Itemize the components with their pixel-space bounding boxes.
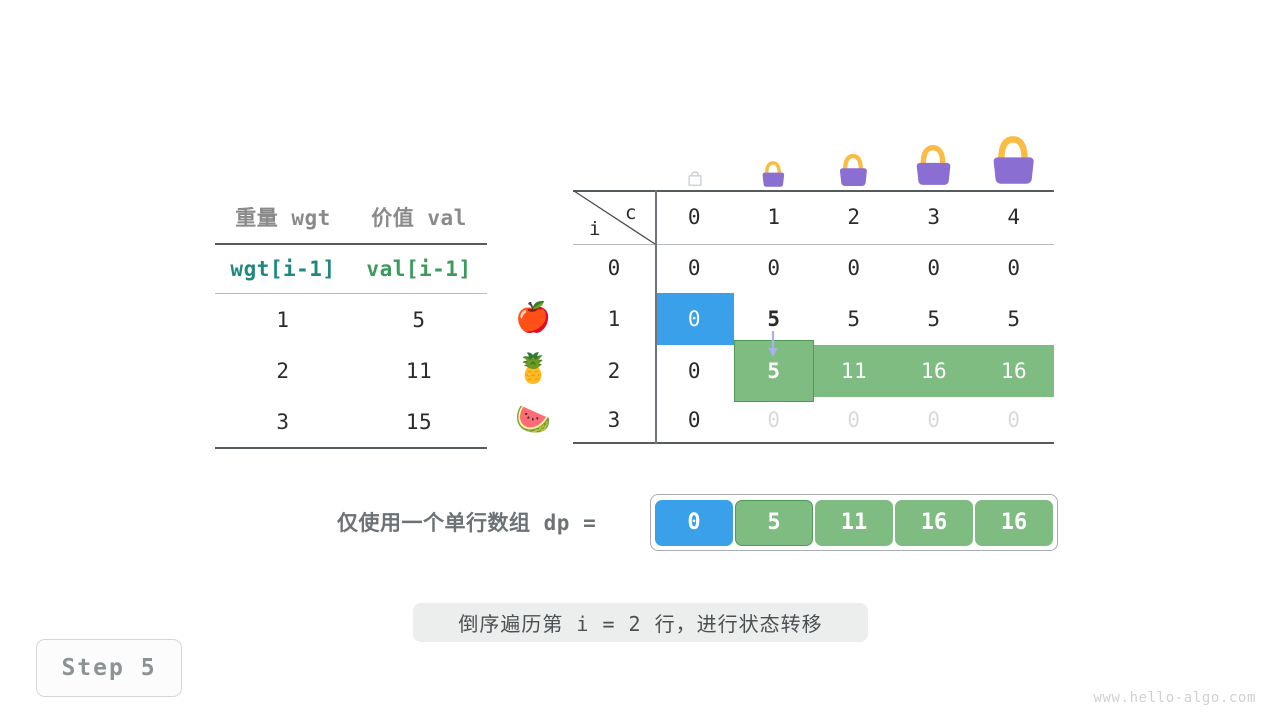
apple-icon: 🍎 xyxy=(514,300,552,334)
row-header-1: 1 xyxy=(607,307,621,331)
bag-icon-1 xyxy=(733,148,813,190)
subheader-val-expr: val[i-1] xyxy=(366,257,472,281)
cell-wgt-2: 2 xyxy=(276,358,290,383)
dp-array-cell-3: 16 xyxy=(895,499,973,546)
bag-icon-3 xyxy=(893,132,973,190)
col-header-3: 3 xyxy=(927,205,941,229)
dp-cell-1-3: 5 xyxy=(927,307,941,331)
dp-cell-2-1: 5 xyxy=(767,359,781,383)
left-table-header-row: 重量 wgt 价值 val xyxy=(215,190,487,243)
left-table-rule-mid xyxy=(215,293,487,295)
corner-diagonal-icon xyxy=(573,190,656,245)
dp-cell-2-4: 16 xyxy=(1000,359,1028,383)
step-caption: 倒序遍历第 i = 2 行，进行状态转移 xyxy=(413,603,868,642)
dp-cell-0-3: 0 xyxy=(927,255,941,280)
subheader-wgt-expr: wgt[i-1] xyxy=(230,257,336,281)
dp-array-label: 仅使用一个单行数组 dp = xyxy=(337,511,597,535)
table-row: 1 5 xyxy=(215,294,487,345)
corner-label-c: c xyxy=(625,202,637,224)
weight-value-table: 重量 wgt 价值 val wgt[i-1] val[i-1] 1 5 2 11… xyxy=(215,190,487,450)
dp-array-cell-4: 16 xyxy=(975,499,1053,546)
bag-icon-empty xyxy=(655,150,735,190)
col-header-1: 1 xyxy=(767,205,781,229)
cell-val-1: 5 xyxy=(412,307,426,332)
cell-val-3: 15 xyxy=(405,409,433,434)
dp-cell-0-0: 0 xyxy=(687,255,702,280)
header-val: 价值 val xyxy=(371,205,467,230)
col-header-0: 0 xyxy=(687,205,702,229)
site-watermark: www.hello-algo.com xyxy=(1093,690,1256,706)
dp-cell-3-3: 0 xyxy=(927,407,941,432)
left-table-subheader-row: wgt[i-1] val[i-1] xyxy=(215,245,487,293)
cell-val-2: 11 xyxy=(405,358,433,383)
dp-cell-3-4: 0 xyxy=(1007,407,1021,432)
bag-icon-2 xyxy=(813,140,893,190)
capacity-bag-row xyxy=(573,120,1054,190)
dp-cell-3-0: 0 xyxy=(687,407,702,432)
dp-cell-0-4: 0 xyxy=(1007,255,1021,280)
col-header-4: 4 xyxy=(1007,205,1021,229)
dp-table-header-rule xyxy=(573,244,1054,246)
row-header-3: 3 xyxy=(607,407,621,432)
dp-table-bottom-border xyxy=(573,442,1054,444)
dp-cell-0-1: 0 xyxy=(767,255,781,280)
dp-cell-3-1: 0 xyxy=(767,407,781,432)
corner-label-i: i xyxy=(589,218,601,240)
dp-cell-1-0: 0 xyxy=(687,307,702,331)
dp-cell-1-2: 5 xyxy=(847,307,861,331)
dp-cell-2-3: 16 xyxy=(920,359,948,383)
dp-cell-0-2: 0 xyxy=(847,255,861,280)
dp-matrix-table: c i 0 1 2 3 4 0 1 2 3 0 0 0 0 0 0 5 5 5 … xyxy=(573,190,1054,444)
left-table-rule-bottom xyxy=(215,447,487,450)
left-table-rule-top xyxy=(215,243,487,245)
fruit-icon-column: 🍎 🍍 🍉 xyxy=(505,292,561,445)
dp-cell-1-4: 5 xyxy=(1007,307,1021,331)
dp-array-cell-2: 11 xyxy=(815,499,893,546)
step-badge: Step 5 xyxy=(36,639,182,697)
dp-table-top-border xyxy=(573,190,1054,192)
header-wgt: 重量 wgt xyxy=(235,205,331,230)
bag-icon-4 xyxy=(973,124,1053,190)
dp-table-vertical-divider xyxy=(655,190,657,444)
cell-wgt-1: 1 xyxy=(276,307,290,332)
cell-wgt-3: 3 xyxy=(276,409,290,434)
row-header-0: 0 xyxy=(607,255,621,280)
dp-array-cell-0: 0 xyxy=(655,499,733,546)
table-row: 3 15 xyxy=(215,396,487,447)
dp-cell-3-2: 0 xyxy=(847,407,861,432)
dp-cell-2-0: 0 xyxy=(687,359,702,383)
watermelon-icon: 🍉 xyxy=(514,402,552,436)
pineapple-icon: 🍍 xyxy=(514,351,552,385)
transition-arrow-down-icon xyxy=(768,331,778,357)
dp-array-container: 0 5 11 16 16 xyxy=(650,494,1058,551)
col-header-2: 2 xyxy=(847,205,861,229)
dp-cell-2-2: 11 xyxy=(840,359,868,383)
highlight-blue-row1-col0 xyxy=(655,293,734,345)
table-row: 2 11 xyxy=(215,345,487,396)
dp-array-cell-1: 5 xyxy=(735,499,813,546)
dp-cell-1-1: 5 xyxy=(767,307,781,331)
row-header-2: 2 xyxy=(607,359,621,383)
